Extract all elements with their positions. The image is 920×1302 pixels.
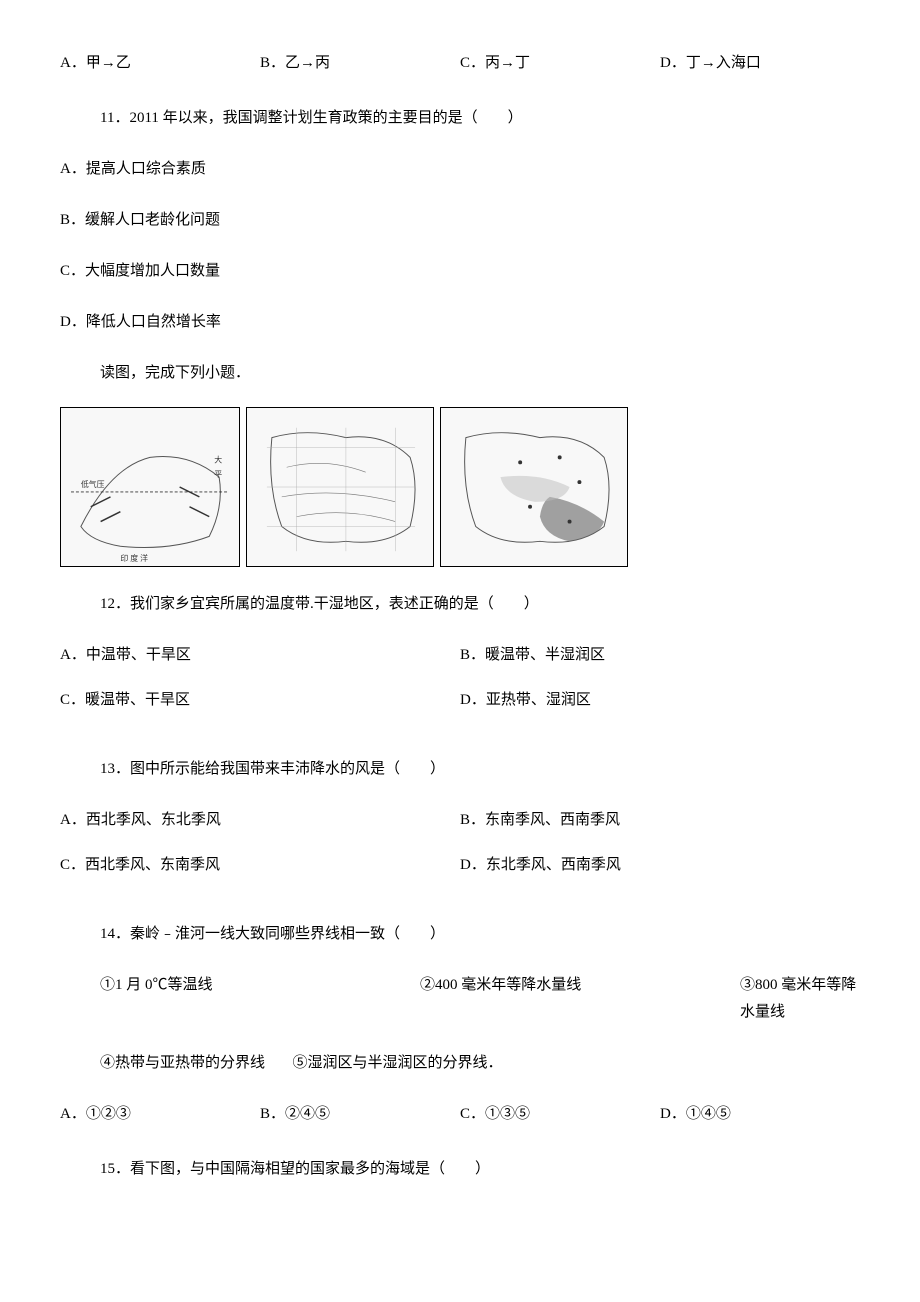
q11-option-b: B．缓解人口老龄化问题	[60, 207, 860, 234]
map-images-row: 低气压 印 度 洋 大 平	[60, 407, 860, 567]
q10-option-c: C．丙→丁	[460, 50, 660, 77]
q15-stem: 15．看下图，与中国隔海相望的国家最多的海域是（ ）	[60, 1156, 860, 1183]
map-image-2	[246, 407, 434, 567]
q13-option-a: A．西北季风、东北季风	[60, 807, 460, 834]
q11-option-a: A．提高人口综合素质	[60, 156, 860, 183]
q10-option-b: B．乙→丙	[260, 50, 460, 77]
q14-option-a: A．①②③	[60, 1101, 260, 1128]
q11-stem: 11．2011 年以来，我国调整计划生育政策的主要目的是（ ）	[60, 105, 860, 132]
svg-text:印 度 洋: 印 度 洋	[120, 553, 148, 563]
q12-option-d: D．亚热带、湿润区	[460, 687, 860, 714]
q13-option-b: B．东南季风、西南季风	[460, 807, 860, 834]
q14-circled-line2: ④热带与亚热带的分界线 ⑤湿润区与半湿润区的分界线．	[60, 1050, 860, 1077]
map-image-3	[440, 407, 628, 567]
q12-stem: 12．我们家乡宜宾所属的温度带.干湿地区，表述正确的是（ ）	[60, 591, 860, 618]
q14-option-c: C．①③⑤	[460, 1101, 660, 1128]
q12-option-b: B．暖温带、半湿润区	[460, 642, 860, 669]
q13-options: A．西北季风、东北季风 B．东南季风、西南季风 C．西北季风、东南季风 D．东北…	[60, 807, 860, 897]
q14-circled-4: ④热带与亚热带的分界线	[100, 1055, 265, 1071]
q14-circled-3: ③800 毫米年等降水量线	[740, 972, 860, 1026]
q14-options: A．①②③ B．②④⑤ C．①③⑤ D．①④⑤	[60, 1101, 860, 1128]
q10-option-d: D．丁→入海口	[660, 50, 860, 77]
q14-circled-2: ②400 毫米年等降水量线	[420, 972, 740, 1026]
q14-stem: 14．秦岭﹣淮河一线大致同哪些界线相一致（ ）	[60, 921, 860, 948]
q11-option-c: C．大幅度增加人口数量	[60, 258, 860, 285]
q11-options: A．提高人口综合素质 B．缓解人口老龄化问题 C．大幅度增加人口数量 D．降低人…	[60, 156, 860, 336]
q11-option-d: D．降低人口自然增长率	[60, 309, 860, 336]
q10-option-a: A．甲→乙	[60, 50, 260, 77]
q13-stem: 13．图中所示能给我国带来丰沛降水的风是（ ）	[60, 756, 860, 783]
q14-circled-5: ⑤湿润区与半湿润区的分界线．	[293, 1055, 503, 1071]
q13-option-c: C．西北季风、东南季风	[60, 852, 460, 879]
intro-maps: 读图，完成下列小题．	[60, 360, 860, 387]
q12-option-c: C．暖温带、干旱区	[60, 687, 460, 714]
q13-option-d: D．东北季风、西南季风	[460, 852, 860, 879]
q12-options: A．中温带、干旱区 B．暖温带、半湿润区 C．暖温带、干旱区 D．亚热带、湿润区	[60, 642, 860, 732]
svg-text:大: 大	[214, 454, 222, 464]
q14-option-b: B．②④⑤	[260, 1101, 460, 1128]
q14-circled-1: ①1 月 0℃等温线	[100, 972, 420, 1026]
svg-text:平: 平	[214, 470, 222, 479]
q14-option-d: D．①④⑤	[660, 1101, 860, 1128]
q12-option-a: A．中温带、干旱区	[60, 642, 460, 669]
svg-text:低气压: 低气压	[81, 479, 105, 489]
q10-options: A．甲→乙 B．乙→丙 C．丙→丁 D．丁→入海口	[60, 50, 860, 77]
q14-circled-line1: ①1 月 0℃等温线 ②400 毫米年等降水量线 ③800 毫米年等降水量线	[60, 972, 860, 1026]
map-image-1: 低气压 印 度 洋 大 平	[60, 407, 240, 567]
